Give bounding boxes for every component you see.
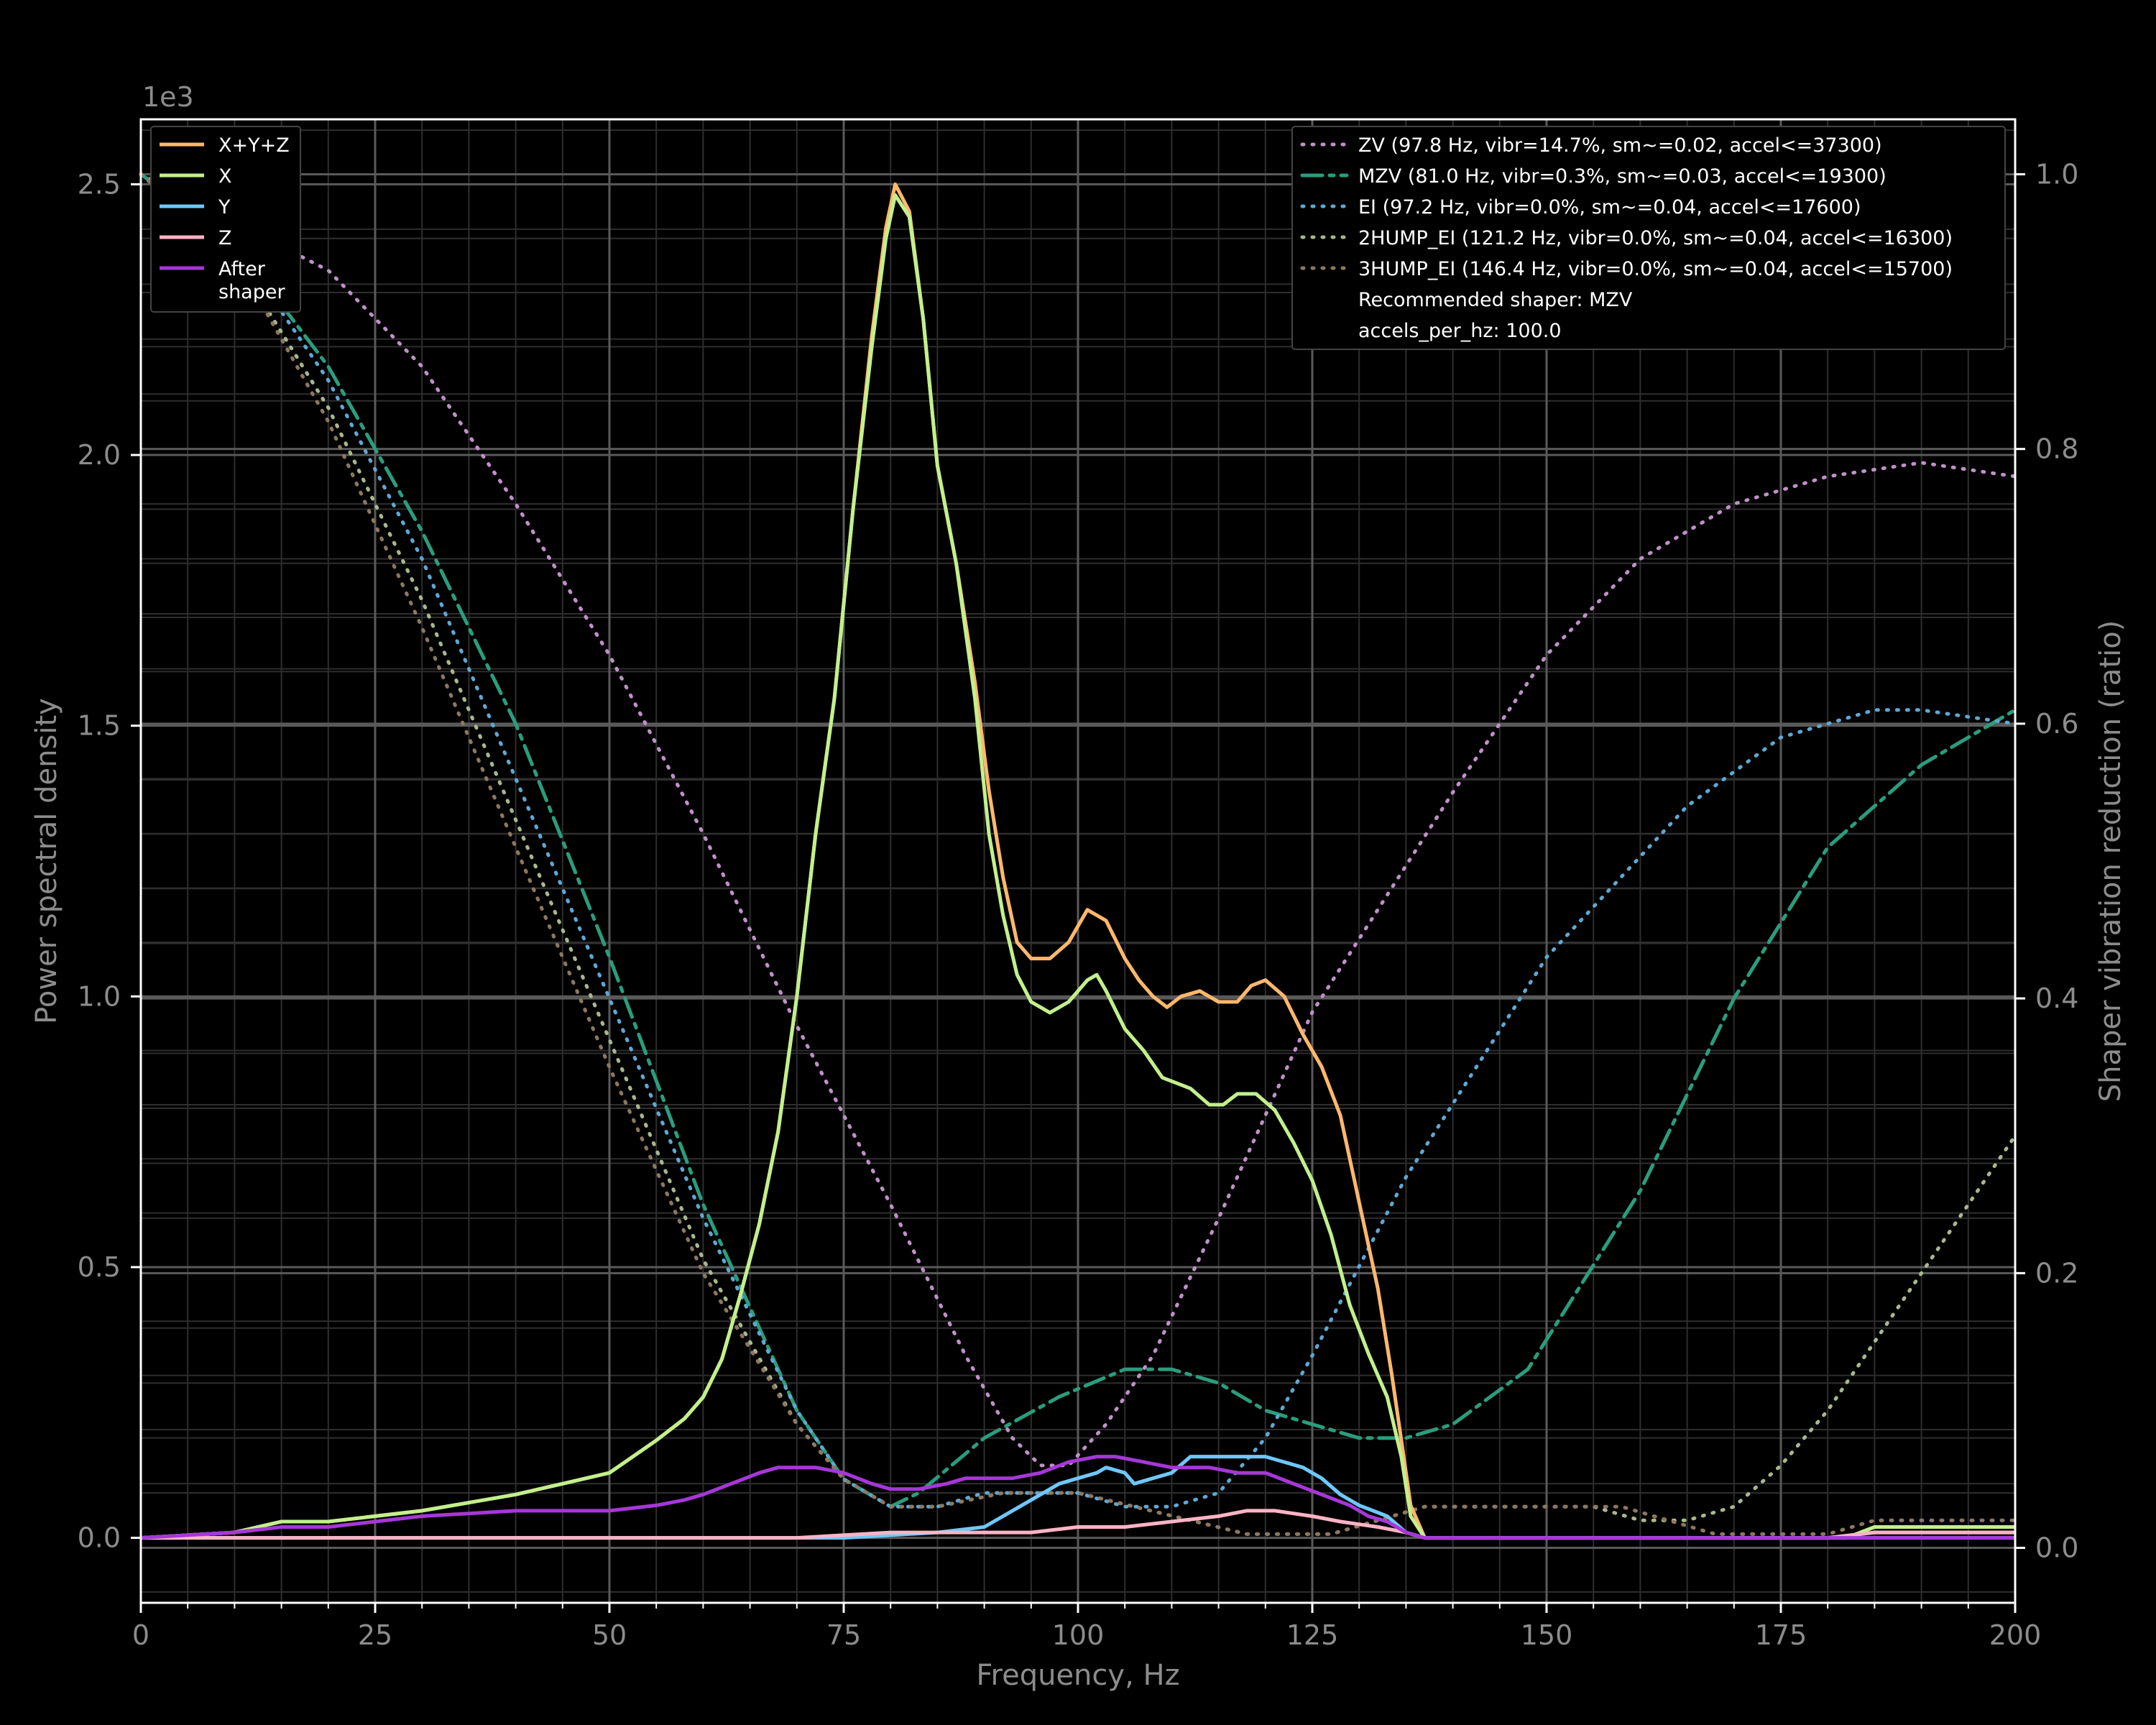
y2-tick-label: 0.4 bbox=[2035, 983, 2078, 1014]
x-tick-label: 0 bbox=[132, 1619, 149, 1651]
x-axis-title: Frequency, Hz bbox=[976, 1659, 1179, 1692]
y-axis-title: Power spectral density bbox=[30, 698, 63, 1024]
shaper-curve-4 bbox=[139, 172, 2017, 1536]
psd-legend-label: X+Y+Z bbox=[218, 134, 290, 157]
y-tick-label: 2.5 bbox=[78, 168, 121, 200]
y2-tick-label: 0.6 bbox=[2035, 708, 2078, 740]
psd-legend-label: Y bbox=[218, 196, 231, 218]
psd-curve-4 bbox=[140, 1455, 2015, 1540]
y2-tick-label: 0.0 bbox=[2035, 1532, 2078, 1564]
x-tick-label: 200 bbox=[1989, 1619, 2042, 1651]
shaper-legend-label: EI (97.2 Hz, vibr=0.0%, sm~=0.04, accel<… bbox=[1358, 196, 1861, 218]
x-tick-label: 50 bbox=[592, 1619, 627, 1651]
x-tick-label: 75 bbox=[826, 1619, 861, 1651]
y-tick-label: 2.0 bbox=[78, 439, 121, 471]
shaper-legend-note: accels_per_hz: 100.0 bbox=[1358, 320, 1562, 342]
psd-curves bbox=[140, 182, 2015, 1540]
shaper-legend: ZV (97.8 Hz, vibr=14.7%, sm~=0.02, accel… bbox=[1291, 126, 2006, 350]
x-tick-label: 125 bbox=[1286, 1619, 1339, 1651]
y2-axis-title: Shaper vibration reduction (ratio) bbox=[2094, 620, 2127, 1103]
grid bbox=[139, 119, 2017, 1604]
x-tick-label: 100 bbox=[1052, 1619, 1105, 1651]
y-offset-label: 1e3 bbox=[142, 81, 194, 113]
y2-tick-label: 0.2 bbox=[2035, 1257, 2078, 1289]
psd-legend-box bbox=[150, 126, 301, 313]
shaper-legend-label: 3HUMP_EI (146.4 Hz, vibr=0.0%, sm~=0.04,… bbox=[1358, 258, 1953, 280]
shaper-legend-note: Recommended shaper: MZV bbox=[1358, 289, 1633, 311]
psd-curve-1 bbox=[140, 193, 2015, 1540]
psd-legend-label: Z bbox=[218, 227, 232, 249]
shaper-curve-2 bbox=[139, 172, 2017, 1509]
shaper-legend-label: MZV (81.0 Hz, vibr=0.3%, sm~=0.03, accel… bbox=[1358, 165, 1886, 188]
y2-tick-label: 0.8 bbox=[2035, 433, 2078, 465]
psd-curve-2 bbox=[141, 1455, 2015, 1540]
shaper-legend-box bbox=[1291, 126, 2006, 350]
x-tick-label: 25 bbox=[358, 1619, 392, 1651]
y-tick-label: 1.0 bbox=[78, 980, 121, 1012]
shaper-legend-label: 2HUMP_EI (121.2 Hz, vibr=0.0%, sm~=0.04,… bbox=[1358, 227, 1953, 249]
axis-ticks: 0 25 50 75 100 125 150 175 200 0.0 0.5 1.0 1.5 2.0 2.5… bbox=[78, 158, 2079, 1651]
psd-legend-label: shaper bbox=[218, 281, 285, 303]
x-tick-label: 150 bbox=[1521, 1619, 1573, 1651]
y2-tick-label: 1.0 bbox=[2035, 158, 2078, 190]
psd-legend-label: After bbox=[218, 258, 266, 280]
y-tick-label: 0.5 bbox=[78, 1251, 121, 1283]
y-tick-label: 0.0 bbox=[78, 1522, 121, 1554]
y-tick-label: 1.5 bbox=[78, 710, 121, 742]
shaper-legend-label: ZV (97.8 Hz, vibr=14.7%, sm~=0.02, accel… bbox=[1358, 134, 1882, 157]
shaper-curves bbox=[139, 172, 2017, 1536]
x-tick-label: 175 bbox=[1755, 1619, 1807, 1651]
shaper-curve-1 bbox=[139, 172, 2017, 1509]
psd-legend-label: X bbox=[218, 165, 232, 188]
